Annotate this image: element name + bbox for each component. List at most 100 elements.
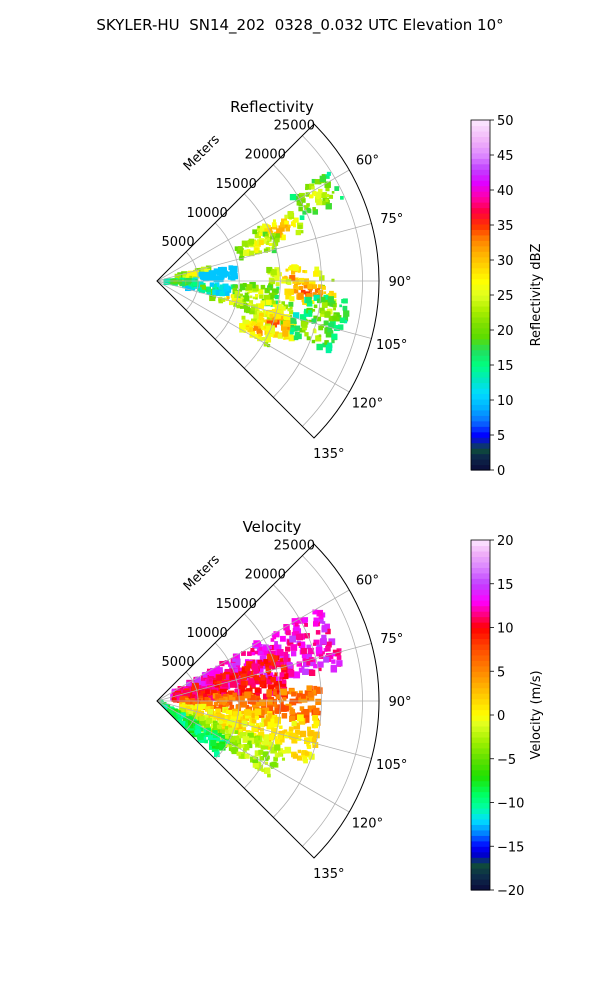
velocity-pixel [220,729,225,735]
range-ring [272,584,322,818]
velocity-pixel [238,686,246,694]
echo-pixel [275,233,280,238]
echo-pixel [249,331,256,338]
echo-pixel [260,300,266,306]
velocity-pixel [281,651,289,659]
velocity-pixel [244,691,251,699]
echo-pixel [271,300,276,305]
colorbar-swatch [471,780,490,787]
velocity-pixel [254,750,261,757]
colorbar-swatch [471,409,490,416]
velocity-pixel [234,688,241,695]
velocity-pixel [313,707,320,715]
velocity-pixel [318,618,324,624]
velocity-pixel [289,715,296,723]
echo-pixel [248,289,252,293]
colorbar-swatch [471,742,490,749]
colorbar-swatch [471,797,490,804]
velocity-pixel [273,680,280,688]
radar-data-layer [157,609,343,778]
range-ring [214,642,240,760]
velocity-pixel [261,648,269,656]
echo-pixel [290,270,296,275]
velocity-pixel [273,655,278,661]
echo-pixel [316,195,320,200]
range-ring [272,164,322,398]
velocity-pixel [250,694,256,701]
echo-pixel [309,289,312,293]
radial-tick-label: 20000 [245,148,286,163]
echo-pixel [286,323,291,327]
velocity-pixel [268,675,272,680]
velocity-pixel [255,723,260,727]
velocity-pixel [278,733,283,739]
velocity-pixel [274,716,281,724]
echo-pixel [314,179,320,185]
velocity-pixel [240,673,247,680]
colorbar-swatch [471,322,490,329]
velocity-pixel [230,715,236,721]
echo-pixel [301,299,305,303]
colorbar-swatch [471,240,490,247]
velocity-pixel [291,737,298,744]
echo-pixel [170,278,177,285]
echo-pixel [258,232,263,236]
angle-tick-label: 60° [356,154,379,169]
echo-pixel [288,316,292,321]
echo-pixel [266,316,270,320]
echo-pixel [293,288,299,294]
echo-pixel [203,276,209,282]
velocity-pixel [313,720,320,727]
velocity-pixel [228,694,236,702]
echo-pixel [248,300,254,305]
velocity-pixel [259,709,265,716]
echo-pixel [315,192,322,199]
echo-pixel [188,283,193,287]
velocity-pixel [287,669,295,677]
velocity-pixel [238,699,244,705]
echo-pixel [239,293,243,297]
velocity-pixel [207,735,213,741]
echo-pixel [342,316,349,322]
velocity-pixel [250,650,256,656]
velocity-pixel [273,691,277,696]
echo-pixel [334,186,340,191]
colorbar-swatch [471,671,490,678]
colorbar-swatch [471,884,490,891]
colorbar-swatch [471,459,490,466]
echo-pixel [311,339,316,344]
echo-pixel [285,226,291,232]
echo-pixel [296,279,301,284]
velocity-pixel [246,688,253,695]
echo-pixel [267,310,274,317]
velocity-pixel [259,672,264,677]
velocity-pixel [176,694,183,701]
colorbar-swatch [471,147,490,154]
velocity-pixel [256,667,264,675]
echo-cell [289,312,340,354]
figure-title: SKYLER-HU SN14_202 0328_0.032 UTC Elevat… [96,16,504,34]
velocity-pixel [193,682,199,689]
velocity-pixel [246,670,254,678]
velocity-pixel [211,732,218,739]
velocity-pixel [316,687,323,694]
velocity-pixel [306,743,310,747]
echo-pixel [289,296,295,302]
echo-pixel [274,267,280,273]
velocity-pixel [288,726,294,732]
velocity-pixel [212,737,217,742]
echo-pixel [300,198,306,203]
velocity-pixel [267,671,271,675]
colorbar-swatch [471,846,490,853]
velocity-pixel [190,724,194,729]
echo-pixel [227,275,232,280]
velocity-pixel [254,650,259,655]
echo-pixel [269,313,274,318]
velocity-pixel [250,647,255,652]
velocity-pixel [213,668,221,675]
echo-pixel [239,253,245,259]
velocity-pixel [238,671,243,676]
velocity-pixel [247,700,251,704]
velocity-pixel [260,675,266,681]
velocity-pixel [247,732,254,740]
